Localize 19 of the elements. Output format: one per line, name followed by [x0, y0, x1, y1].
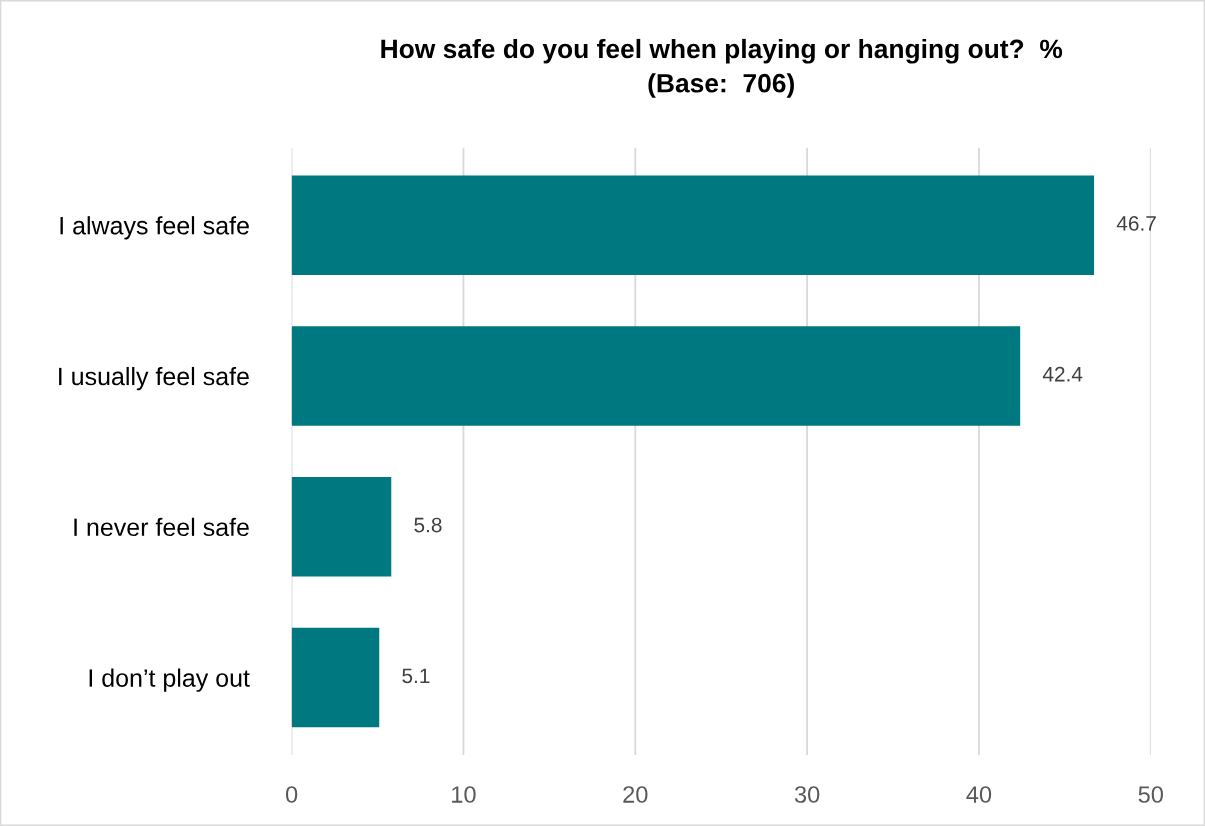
- data-label: 46.7: [1116, 216, 1156, 231]
- chart-title: How safe do you feel when playing or hanging out? % (Base: 706): [381, 38, 1063, 98]
- x-tick-label: 30: [794, 786, 820, 803]
- bar: [291, 477, 392, 577]
- x-tick-label: 10: [452, 786, 476, 803]
- data-label: 42.4: [1042, 366, 1083, 382]
- y-tick-label: I always feel safe: [60, 216, 249, 240]
- x-tick-label: 20: [623, 786, 648, 803]
- y-tick-label: I usually feel safe: [59, 366, 249, 391]
- x-tick-label: 40: [966, 786, 992, 803]
- x-tick-label: 0: [285, 786, 298, 803]
- bar: [291, 326, 1021, 426]
- bar: [291, 627, 380, 728]
- y-tick-label: I never feel safe: [74, 517, 249, 537]
- data-label: 5.8: [414, 517, 442, 533]
- y-tick-label: I don’t play out: [89, 668, 250, 692]
- bar: [291, 175, 1095, 275]
- data-label: 5.1: [402, 668, 430, 684]
- x-tick-label: 50: [1138, 786, 1163, 803]
